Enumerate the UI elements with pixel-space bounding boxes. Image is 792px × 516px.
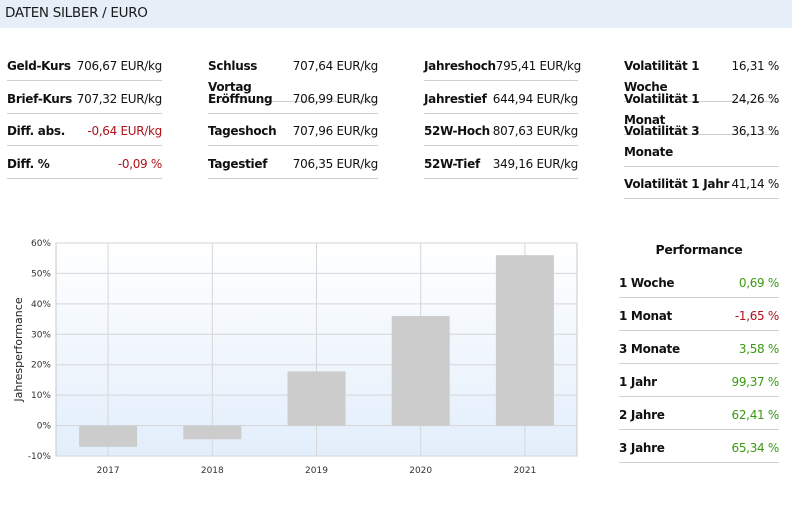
stat-schluss-vortag-row: Schluss Vortag 707,64 EUR/kg xyxy=(208,56,378,102)
stat-jahrestief-label: Jahrestief xyxy=(424,92,487,106)
stat-volatilität-3-monate-value: 36,13 % xyxy=(731,124,780,138)
y-tick-label: 50% xyxy=(31,269,51,279)
section-header: DATEN SILBER / EURO xyxy=(0,0,792,28)
performance-3-jahre-value: 65,34 % xyxy=(731,441,780,455)
stat-volatilität-3-monate-row: Volatilität 3 Monate 36,13 % xyxy=(624,121,779,167)
performance-3-monate-row: 3 Monate 3,58 % xyxy=(619,339,779,364)
annual-performance-chart: -10% 0% 10% 20% 30% 40% 50% 60% 2017 2018 2019 2020… xyxy=(0,230,590,490)
performance-1-monat-value: -1,65 % xyxy=(734,309,779,323)
stat-eröffnung-label: Eröffnung xyxy=(208,92,273,106)
stat-schluss-vortag-label: Schluss Vortag xyxy=(208,59,258,94)
stat-jahreshoch-label: Jahreshoch xyxy=(424,59,496,73)
stat-volatilität-1-woche-row: Volatilität 1 Woche 16,31 % xyxy=(624,56,779,102)
stat-brief-kurs-value: 707,32 EUR/kg xyxy=(76,92,163,106)
y-tick-label: 40% xyxy=(31,300,51,310)
performance-1-woche-row: 1 Woche 0,69 % xyxy=(619,273,779,298)
chart-svg: -10% 0% 10% 20% 30% 40% 50% 60% 2017 2018 2019 2020… xyxy=(12,239,578,476)
bar-2017 xyxy=(79,425,138,447)
performance-3-monate-value: 3,58 % xyxy=(738,342,779,356)
performance-1-monat-row: 1 Monat -1,65 % xyxy=(619,306,779,331)
stat-52w-hoch-value: 807,63 EUR/kg xyxy=(492,124,579,138)
stat-volatilität-1-jahr-row: Volatilität 1 Jahr 41,14 % xyxy=(624,174,779,199)
y-tick-label: 20% xyxy=(31,361,51,371)
stat-geld-kurs-label: Geld-Kurs xyxy=(7,59,71,73)
performance-1-woche-value: 0,69 % xyxy=(738,276,779,290)
performance-3-jahre-row: 3 Jahre 65,34 % xyxy=(619,438,779,463)
performance-1-monat-label: 1 Monat xyxy=(619,309,672,323)
performance-2-jahre-value: 62,41 % xyxy=(731,408,780,422)
performance-title: Performance xyxy=(655,242,743,257)
stat-volatilität-1-jahr-value: 41,14 % xyxy=(731,177,780,191)
stat-diff-value: -0,09 % xyxy=(117,157,162,171)
performance-3-jahre-label: 3 Jahre xyxy=(619,441,665,455)
stat-diff-abs-value: -0,64 EUR/kg xyxy=(87,124,162,138)
x-tick-label: 2020 xyxy=(409,466,432,476)
stat-diff-abs-label: Diff. abs. xyxy=(7,124,65,138)
stat-geld-kurs-row: Geld-Kurs 706,67 EUR/kg xyxy=(7,56,162,81)
stat-eröffnung-row: Eröffnung 706,99 EUR/kg xyxy=(208,89,378,114)
stat-diff-abs-row: Diff. abs. -0,64 EUR/kg xyxy=(7,121,162,146)
stat-volatilität-1-monat-row: Volatilität 1 Monat 24,26 % xyxy=(624,89,779,135)
x-tick-label: 2019 xyxy=(305,466,328,476)
bar-2021 xyxy=(495,255,554,426)
stat-volatilität-1-woche-value: 16,31 % xyxy=(731,59,780,73)
stat-52w-tief-value: 349,16 EUR/kg xyxy=(492,157,579,171)
stat-volatilität-1-monat-value: 24,26 % xyxy=(731,92,780,106)
stat-52w-hoch-label: 52W-Hoch xyxy=(424,124,490,138)
performance-1-jahr-value: 99,37 % xyxy=(731,375,780,389)
stat-eröffnung-value: 706,99 EUR/kg xyxy=(292,92,379,106)
x-tick-label: 2021 xyxy=(513,466,536,476)
stat-jahreshoch-row: Jahreshoch 795,41 EUR/kg xyxy=(424,56,582,81)
stat-tageshoch-value: 707,96 EUR/kg xyxy=(292,124,379,138)
stat-52w-tief-row: 52W-Tief 349,16 EUR/kg xyxy=(424,154,578,179)
stat-volatilität-3-monate-label: Volatilität 3 Monate xyxy=(624,124,700,159)
stat-tageshoch-label: Tageshoch xyxy=(208,124,277,138)
performance-2-jahre-label: 2 Jahre xyxy=(619,408,665,422)
bar-2018 xyxy=(183,425,242,440)
y-tick-label: 10% xyxy=(31,391,51,401)
stat-tageshoch-row: Tageshoch 707,96 EUR/kg xyxy=(208,121,378,146)
x-tick-label: 2018 xyxy=(201,466,224,476)
stat-tagestief-label: Tagestief xyxy=(208,157,268,171)
stat-diff-row: Diff. % -0,09 % xyxy=(7,154,162,179)
stat-jahrestief-value: 644,94 EUR/kg xyxy=(492,92,579,106)
y-axis-label: Jahresperformance xyxy=(12,297,25,402)
stat-tagestief-row: Tagestief 706,35 EUR/kg xyxy=(208,154,378,179)
stat-52w-tief-label: 52W-Tief xyxy=(424,157,480,171)
x-tick-label: 2017 xyxy=(97,466,120,476)
performance-3-monate-label: 3 Monate xyxy=(619,342,680,356)
stat-volatilität-1-woche-label: Volatilität 1 Woche xyxy=(624,59,700,94)
y-tick-label: 60% xyxy=(31,239,51,249)
stat-geld-kurs-value: 706,67 EUR/kg xyxy=(76,59,163,73)
y-tick-label: -10% xyxy=(28,452,52,462)
performance-1-jahr-label: 1 Jahr xyxy=(619,375,657,389)
performance-2-jahre-row: 2 Jahre 62,41 % xyxy=(619,405,779,430)
stat-schluss-vortag-value: 707,64 EUR/kg xyxy=(292,59,379,73)
stat-volatilität-1-monat-label: Volatilität 1 Monat xyxy=(624,92,700,127)
section-title: DATEN SILBER / EURO xyxy=(5,5,148,21)
performance-1-jahr-row: 1 Jahr 99,37 % xyxy=(619,372,779,397)
stat-52w-hoch-row: 52W-Hoch 807,63 EUR/kg xyxy=(424,121,578,146)
stat-brief-kurs-row: Brief-Kurs 707,32 EUR/kg xyxy=(7,89,162,114)
performance-1-woche-label: 1 Woche xyxy=(619,276,675,290)
stat-brief-kurs-label: Brief-Kurs xyxy=(7,92,72,106)
stat-jahreshoch-value: 795,41 EUR/kg xyxy=(495,59,582,73)
bar-2019 xyxy=(287,371,346,426)
stat-jahrestief-row: Jahrestief 644,94 EUR/kg xyxy=(424,89,578,114)
stat-volatilität-1-jahr-label: Volatilität 1 Jahr xyxy=(624,177,730,191)
y-tick-label: 30% xyxy=(31,330,51,340)
stat-tagestief-value: 706,35 EUR/kg xyxy=(292,157,379,171)
bar-2020 xyxy=(391,316,450,426)
stat-diff-label: Diff. % xyxy=(7,157,50,171)
y-tick-label: 0% xyxy=(37,422,52,432)
